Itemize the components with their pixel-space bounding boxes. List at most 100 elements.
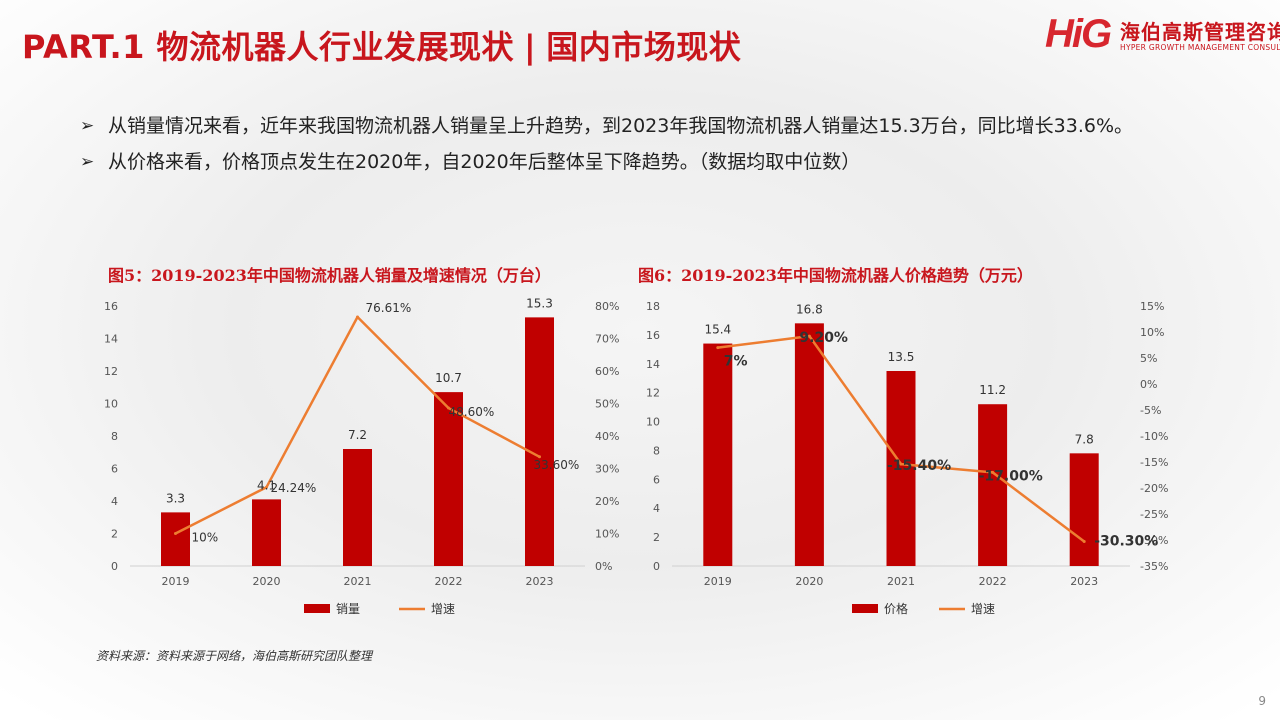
- chart-title-price: 图6：2019-2023年中国物流机器人价格趋势（万元）: [638, 266, 1033, 285]
- left-axis-tick-label: 14: [646, 358, 660, 371]
- growth-point: [807, 334, 811, 338]
- left-axis-tick-label: 4: [653, 502, 660, 515]
- x-axis-tick-label: 2022: [979, 575, 1007, 588]
- bullet-item-sales: ➢ 从销量情况来看，近年来我国物流机器人销量呈上升趋势，到2023年我国物流机器…: [80, 108, 1180, 144]
- bar-data-label: 11.2: [979, 383, 1006, 397]
- left-axis-tick-label: 2: [111, 528, 118, 541]
- bullet-arrow-icon: ➢: [80, 152, 95, 172]
- x-axis-tick-label: 2021: [344, 575, 372, 588]
- logo-mark: HiG: [1045, 12, 1112, 56]
- left-axis-tick-label: 0: [111, 560, 118, 573]
- bar-data-label: 13.5: [888, 350, 915, 364]
- legend-bar-label: 销量: [336, 602, 360, 616]
- x-axis-tick-label: 2023: [526, 575, 554, 588]
- right-axis-tick-label: 0%: [1140, 378, 1157, 391]
- right-axis-tick-label: -20%: [1140, 482, 1168, 495]
- bar-data-label: 16.8: [796, 302, 823, 316]
- growth-point: [265, 485, 268, 489]
- bar-data-label: 7.2: [348, 428, 367, 442]
- bar: [343, 449, 372, 566]
- growth-data-label: 9.20%: [799, 330, 848, 346]
- title-sub: 国内市场现状: [546, 28, 742, 66]
- bar-data-label: 15.4: [704, 323, 731, 337]
- legend-bar-swatch: [304, 604, 330, 613]
- right-axis-tick-label: 0%: [595, 560, 612, 573]
- bar: [434, 392, 463, 566]
- right-axis-tick-label: 50%: [595, 398, 619, 411]
- left-axis-tick-label: 6: [653, 473, 660, 486]
- right-axis-tick-label: -15%: [1140, 456, 1168, 469]
- bar-data-label: 3.3: [166, 491, 185, 505]
- source-note: 资料来源：资料来源于网络，海伯高斯研究团队整理: [96, 649, 373, 663]
- left-axis-tick-label: 4: [111, 495, 118, 508]
- bullet-text: 从销量情况来看，近年来我国物流机器人销量呈上升趋势，到2023年我国物流机器人销…: [108, 115, 1134, 137]
- left-axis-tick-label: 6: [111, 463, 118, 476]
- bar: [252, 499, 281, 566]
- title-separator: |: [524, 28, 537, 66]
- right-axis-tick-label: 30%: [595, 463, 619, 476]
- right-axis-tick-label: -5%: [1140, 404, 1161, 417]
- growth-data-label: -30.30%: [1094, 534, 1158, 550]
- left-axis-tick-label: 8: [111, 430, 118, 443]
- growth-data-label: 33.60%: [534, 458, 580, 472]
- page-number: 9: [1258, 694, 1266, 708]
- bar-data-label: 4.1: [257, 478, 276, 492]
- left-axis-tick-label: 10: [646, 416, 660, 429]
- legend-bar-swatch: [852, 604, 878, 613]
- left-axis-tick-label: 2: [653, 531, 660, 544]
- right-axis-tick-label: 60%: [595, 365, 619, 378]
- growth-point: [991, 470, 995, 474]
- legend-line-label: 增速: [971, 602, 995, 616]
- title-main: PART.1 物流机器人行业发展现状: [22, 28, 515, 66]
- right-axis-tick-label: 5%: [1140, 352, 1157, 365]
- left-axis-tick-label: 16: [104, 300, 118, 313]
- growth-point: [174, 532, 177, 535]
- left-axis-tick-label: 12: [104, 365, 118, 378]
- x-axis-tick-label: 2019: [704, 575, 732, 588]
- left-axis-tick-label: 12: [646, 387, 660, 400]
- x-axis-tick-label: 2019: [162, 575, 190, 588]
- bullet-text: 从价格来看，价格顶点发生在2020年，自2020年后整体呈下降趋势。（数据均取中…: [108, 151, 861, 173]
- bar-data-label: 7.8: [1075, 432, 1094, 446]
- growth-data-label: 24.24%: [271, 481, 317, 495]
- left-axis-tick-label: 8: [653, 444, 660, 457]
- growth-data-label: 48.60%: [449, 405, 495, 419]
- growth-point: [447, 406, 450, 410]
- growth-data-label: 7%: [724, 354, 748, 370]
- logo-chinese-name: 海伯高斯管理咨询: [1120, 20, 1280, 44]
- bar: [886, 371, 916, 566]
- right-axis-tick-label: 80%: [595, 300, 619, 313]
- bar-data-label: 10.7: [435, 371, 462, 385]
- legend-bar-label: 价格: [884, 601, 908, 616]
- x-axis-tick-label: 2020: [795, 575, 823, 588]
- growth-point: [1082, 540, 1086, 544]
- right-axis-tick-label: 10%: [1140, 326, 1164, 339]
- left-axis-tick-label: 14: [104, 333, 118, 346]
- page-title: PART.1 物流机器人行业发展现状 | 国内市场现状: [22, 22, 741, 68]
- growth-data-label: 10%: [192, 531, 219, 545]
- bullet-item-price: ➢ 从价格来看，价格顶点发生在2020年，自2020年后整体呈下降趋势。（数据均…: [80, 144, 1180, 180]
- right-axis-tick-label: 10%: [595, 528, 619, 541]
- growth-data-label: -15.40%: [887, 458, 951, 474]
- right-axis-tick-label: -30%: [1140, 534, 1168, 547]
- bar: [525, 317, 554, 566]
- growth-data-label: -17.00%: [979, 468, 1043, 484]
- growth-point: [538, 455, 541, 459]
- right-axis-tick-label: -10%: [1140, 430, 1168, 443]
- right-axis-tick-label: 40%: [595, 430, 619, 443]
- company-logo: HiG 海伯高斯管理咨询 HYPER GROWTH MANAGEMENT CON…: [1045, 12, 1280, 57]
- chart-title-sales: 图5：2019-2023年中国物流机器人销量及增速情况（万台）: [108, 266, 551, 285]
- bullet-list: ➢ 从销量情况来看，近年来我国物流机器人销量呈上升趋势，到2023年我国物流机器…: [80, 108, 1180, 180]
- right-axis-tick-label: 20%: [595, 495, 619, 508]
- growth-point: [356, 315, 359, 319]
- right-axis-tick-label: 15%: [1140, 300, 1164, 313]
- right-axis-tick-label: -35%: [1140, 560, 1168, 573]
- bar: [1069, 453, 1099, 566]
- bar: [978, 404, 1008, 566]
- left-axis-tick-label: 0: [653, 560, 660, 573]
- x-axis-tick-label: 2022: [435, 575, 463, 588]
- logo-english-name: HYPER GROWTH MANAGEMENT CONSULTING: [1120, 43, 1280, 52]
- price-chart: 0 2 4 6 8 10 12 14 16 18 -35% -30% -25% -20% -15% -10% -…: [646, 300, 1168, 616]
- left-axis-tick-label: 10: [104, 398, 118, 411]
- bar: [703, 343, 733, 566]
